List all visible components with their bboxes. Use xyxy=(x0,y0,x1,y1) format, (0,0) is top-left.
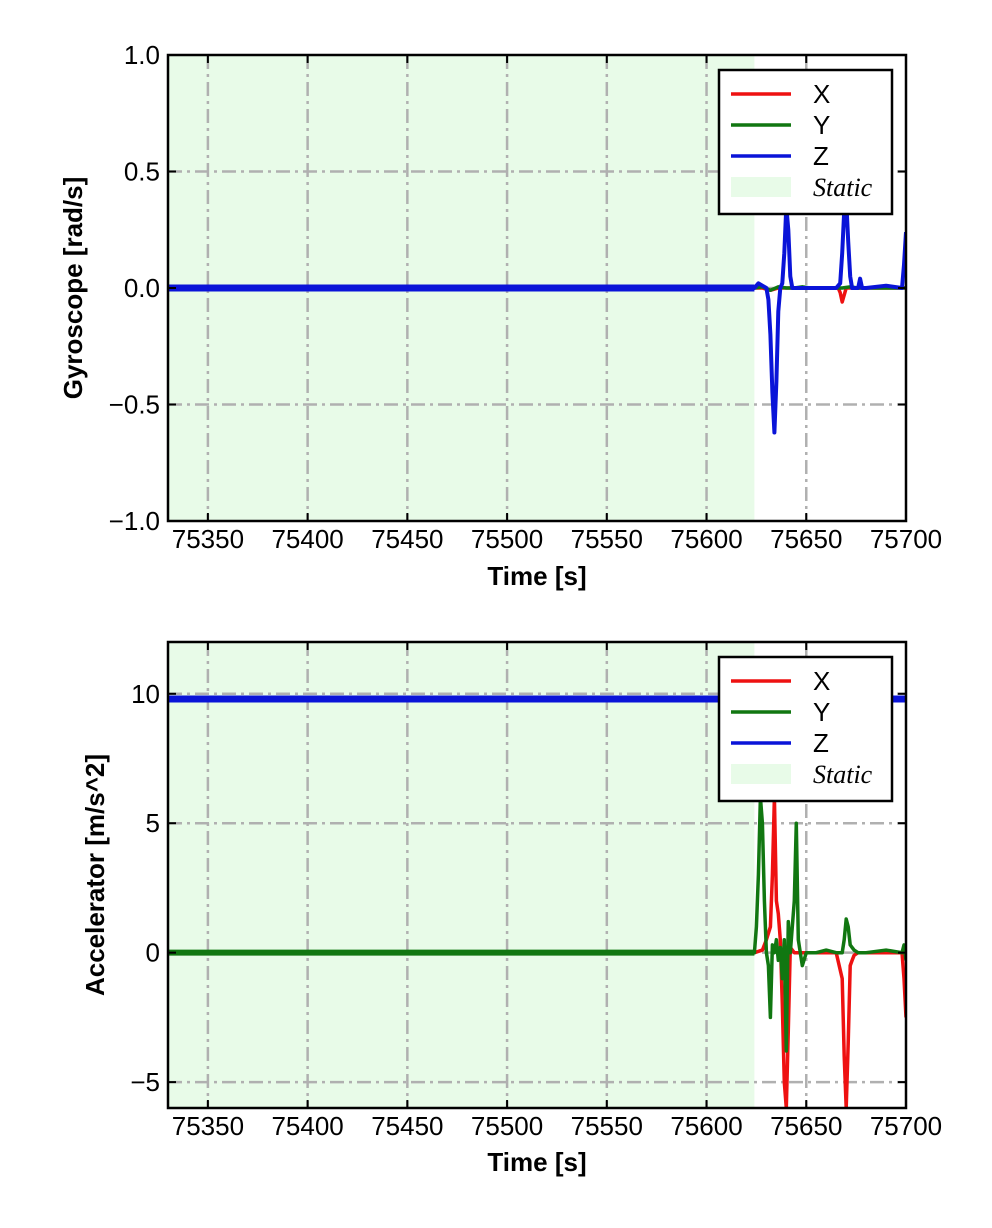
y-tick-label: 1.0 xyxy=(124,40,160,70)
plot-frame xyxy=(166,640,908,1110)
y-tick-label: 10 xyxy=(131,679,160,709)
y-tick-label: 0.5 xyxy=(124,157,160,187)
x-tick-label: 75550 xyxy=(571,1111,643,1141)
chart-panel-1: 75350 75400 75450 75500 75550 75600 75650 75700… xyxy=(58,40,942,591)
x-tick-label: 75600 xyxy=(670,524,742,554)
legend-label-z: Z xyxy=(813,728,829,758)
legend-label-x: X xyxy=(813,79,830,109)
y-tick-label: 0.0 xyxy=(124,273,160,303)
y-tick-label: 0 xyxy=(146,938,160,968)
x-tick-label: 75700 xyxy=(870,524,942,554)
legend-label-x: X xyxy=(813,666,830,696)
x-axis-label: Time [s] xyxy=(487,1147,586,1177)
x-tick-label: 75350 xyxy=(172,1111,244,1141)
x-tick-label: 75450 xyxy=(371,524,443,554)
y-axis-label: Accelerator [m/s^2] xyxy=(80,754,110,996)
x-tick-label: 75350 xyxy=(172,524,244,554)
y-tick-label: 5 xyxy=(146,808,160,838)
y-tick-label: −0.5 xyxy=(109,390,160,420)
x-tick-label: 75550 xyxy=(571,524,643,554)
chart-panel-2: 75350 75400 75450 75500 75550 75600 75650 75700… xyxy=(80,640,942,1177)
series-line-y xyxy=(168,795,906,1053)
x-tick-label: 75700 xyxy=(870,1111,942,1141)
legend-label-static: Static xyxy=(813,173,873,202)
x-tick-label: 75400 xyxy=(271,1111,343,1141)
x-tick-label: 75500 xyxy=(471,524,543,554)
y-tick-label: −1.0 xyxy=(109,506,160,536)
y-axis-label: Gyroscope [rad/s] xyxy=(58,177,88,400)
x-tick-label: 75600 xyxy=(670,1111,742,1141)
x-axis-label: Time [s] xyxy=(487,561,586,591)
series-line-z xyxy=(168,197,906,435)
legend-label-y: Y xyxy=(813,697,830,727)
legend-label-static: Static xyxy=(813,760,873,789)
legend-swatch-static xyxy=(731,177,791,197)
legend-label-y: Y xyxy=(813,110,830,140)
x-tick-label: 75650 xyxy=(770,524,842,554)
x-tick-label: 75450 xyxy=(371,1111,443,1141)
x-tick-label: 75400 xyxy=(271,524,343,554)
x-tick-label: 75650 xyxy=(770,1111,842,1141)
static-region xyxy=(168,642,755,1108)
legend-swatch-static xyxy=(731,764,791,784)
x-tick-label: 75500 xyxy=(471,1111,543,1141)
y-tick-label: −5 xyxy=(130,1067,160,1097)
legend-label-z: Z xyxy=(813,141,829,171)
series-line-x xyxy=(168,795,906,1108)
